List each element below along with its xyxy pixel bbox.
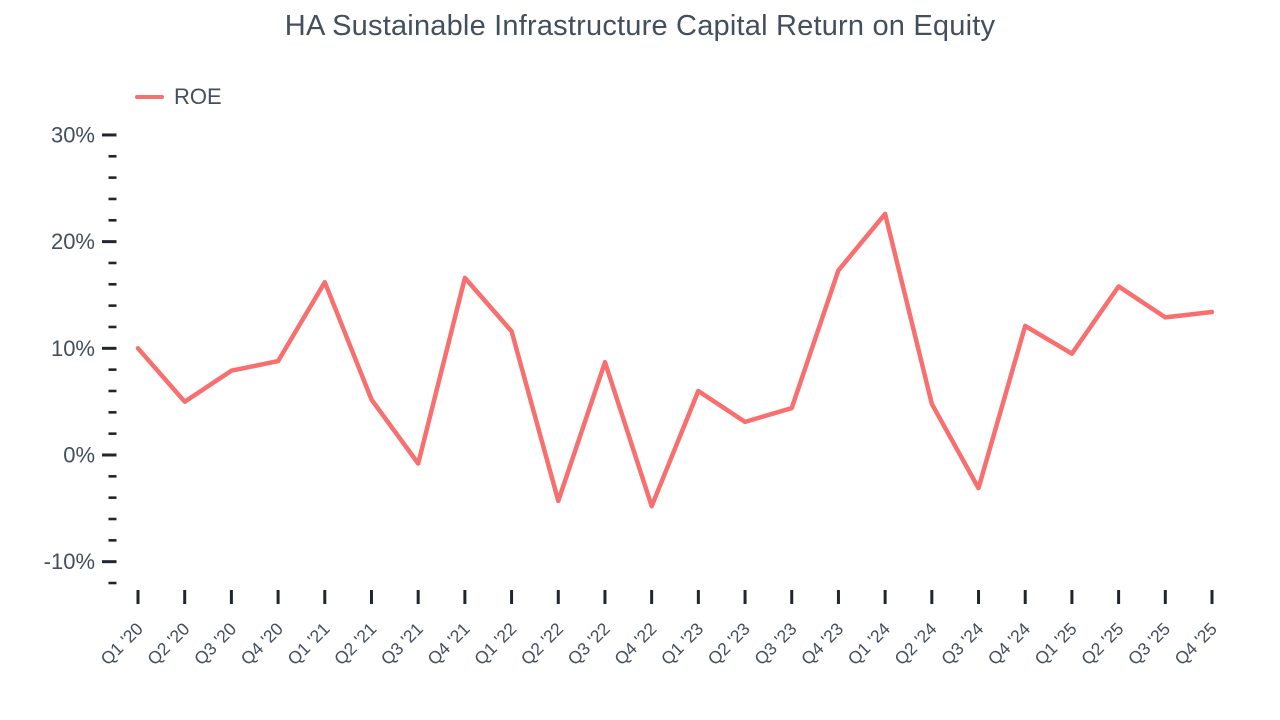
x-tick-label: Q3 '21 (377, 619, 427, 669)
x-tick-label: Q2 '23 (704, 619, 754, 669)
legend-label-roe: ROE (174, 84, 222, 109)
roe-line-series (135, 211, 1215, 509)
x-tick-label: Q3 '23 (750, 619, 800, 669)
x-tick-label: Q2 '24 (890, 618, 940, 668)
y-tick-label: 30% (51, 122, 95, 147)
x-tick-label: Q2 '21 (330, 619, 380, 669)
x-tick-label: Q2 '20 (143, 618, 193, 668)
x-tick-label: Q3 '24 (937, 618, 987, 668)
x-tick-label: Q4 '22 (610, 619, 660, 669)
x-tick-label: Q1 '20 (97, 618, 147, 668)
x-tick-label: Q1 '21 (283, 619, 333, 669)
legend[interactable]: ROE (135, 84, 222, 110)
x-tick-label: Q4 '21 (423, 619, 473, 669)
y-tick-label: 0% (63, 443, 95, 468)
y-tick-label: -10% (44, 549, 95, 574)
y-tick-label: 10% (51, 336, 95, 361)
y-tick-label: 20% (51, 229, 95, 254)
x-tick-label: Q3 '22 (564, 619, 614, 669)
x-tick-label: Q2 '25 (1077, 619, 1127, 669)
x-tick-label: Q2 '22 (517, 619, 567, 669)
x-tick-label: Q1 '23 (657, 619, 707, 669)
x-tick-label: Q4 '24 (984, 618, 1034, 668)
x-tick-label: Q1 '25 (1031, 619, 1081, 669)
x-tick-label: Q3 '25 (1124, 619, 1174, 669)
x-tick-label: Q4 '20 (237, 618, 287, 668)
x-tick-label: Q1 '24 (844, 618, 894, 668)
chart-title: HA Sustainable Infrastructure Capital Re… (284, 10, 996, 42)
y-axis: 30% 20% 10% 0% -10% (44, 122, 117, 585)
x-tick-label: Q1 '22 (470, 619, 520, 669)
x-tick-label: Q3 '20 (190, 618, 240, 668)
roe-series-swatch-icon (135, 94, 164, 100)
x-tick-label: Q4 '23 (797, 619, 847, 669)
x-tick-label: Q4 '25 (1171, 619, 1221, 669)
